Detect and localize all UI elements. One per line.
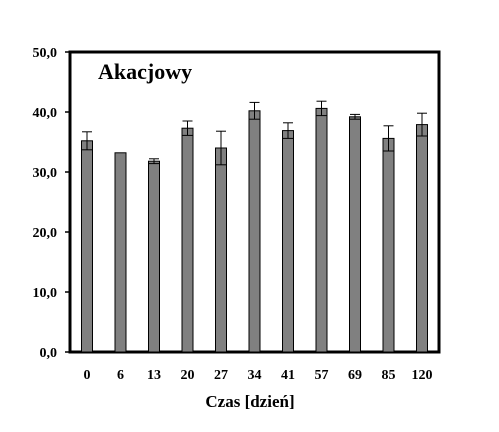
y-tick-label: 0,0 <box>40 346 58 361</box>
x-axis: 0 6 13 20 27 34 41 57 69 85 120 <box>84 368 433 383</box>
error-bar <box>417 112 427 137</box>
error-bar <box>182 120 193 136</box>
x-tick-label: 13 <box>147 368 161 383</box>
x-tick-label: 69 <box>348 368 362 383</box>
bar <box>349 116 361 353</box>
error-bars-group <box>82 100 427 166</box>
bar <box>215 147 227 353</box>
error-bar <box>383 125 394 152</box>
x-tick-label: 120 <box>412 368 433 383</box>
error-bar <box>350 113 360 120</box>
x-tick-label: 57 <box>315 368 329 383</box>
error-bar <box>249 101 260 120</box>
bar <box>282 130 294 353</box>
bar <box>181 127 194 353</box>
y-tick-label: 20,0 <box>33 226 58 241</box>
y-axis: 0,0 10,0 20,0 30,0 40,0 50,0 <box>33 46 70 361</box>
x-tick-label: 6 <box>117 368 124 383</box>
y-tick-label: 30,0 <box>33 166 58 181</box>
error-bar <box>82 131 92 151</box>
y-tick-label: 40,0 <box>33 106 58 121</box>
error-bar <box>283 122 293 139</box>
bar <box>114 152 127 353</box>
bar <box>315 107 328 353</box>
bar <box>81 140 93 353</box>
x-tick-label: 0 <box>84 368 91 383</box>
x-tick-label: 34 <box>248 368 262 383</box>
bar <box>248 110 261 353</box>
y-tick-label: 50,0 <box>33 46 58 61</box>
error-bar <box>149 158 159 165</box>
y-tick-label: 10,0 <box>33 286 58 301</box>
x-tick-label: 20 <box>181 368 195 383</box>
x-tick-label: 27 <box>214 368 228 383</box>
error-bar <box>316 100 327 117</box>
x-axis-label: Czas [dzień] <box>205 392 294 411</box>
x-tick-label: 85 <box>382 368 396 383</box>
chart-title: Akacjowy <box>98 59 192 84</box>
bars-group <box>81 107 428 353</box>
bar <box>148 160 160 353</box>
x-tick-label: 41 <box>281 368 295 383</box>
bar <box>416 124 428 353</box>
bar <box>382 137 395 353</box>
error-bar <box>216 130 226 166</box>
